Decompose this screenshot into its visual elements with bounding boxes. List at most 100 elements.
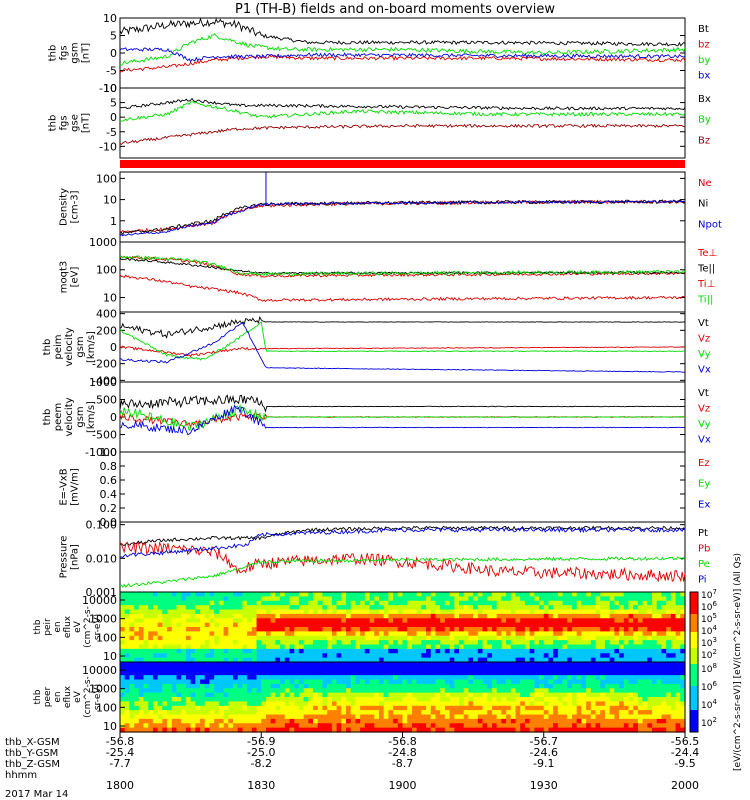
spectrogram-cell	[576, 600, 583, 606]
spectrogram-cell	[619, 648, 625, 654]
spectrogram-cell	[482, 675, 488, 681]
spectrogram-cell	[294, 666, 300, 672]
spectrogram-cell	[468, 705, 474, 711]
spectrogram-cell	[209, 600, 215, 606]
spectrogram-cell	[449, 609, 455, 615]
spectrogram-cell	[209, 705, 215, 711]
spectrogram-cell	[397, 600, 404, 606]
colorbar-cell	[690, 594, 698, 597]
y-tick-label: 0.100	[86, 519, 118, 532]
spectrogram-cell	[360, 666, 366, 672]
colorbar-cell	[690, 722, 698, 725]
colorbar-cell	[690, 720, 698, 723]
spectrogram-cell	[477, 688, 484, 694]
spectrogram-cell	[378, 596, 385, 602]
colorbar-cell	[690, 624, 698, 627]
spectrogram-cell	[322, 653, 328, 659]
spectrogram-cell	[157, 648, 163, 654]
spectrogram-cell	[341, 697, 347, 702]
spectrogram-cell	[628, 640, 634, 646]
spectrogram-cell	[378, 648, 385, 654]
spectrogram-cell	[567, 644, 573, 650]
spectrogram-cell	[520, 697, 526, 702]
spectrogram-cell	[336, 683, 342, 689]
spectrogram-cell	[534, 705, 540, 711]
spectrogram-cell	[280, 657, 286, 663]
spectrogram-cell	[539, 613, 545, 619]
spectrogram-cell	[656, 692, 663, 698]
spectrogram-cell	[614, 596, 620, 602]
spectrogram-cell	[661, 666, 667, 672]
spectrogram-cell	[562, 596, 568, 602]
spectrogram-cell	[619, 714, 625, 720]
spectrogram-cell	[204, 600, 211, 606]
spectrogram-cell	[426, 592, 432, 597]
spectrogram-cell	[369, 714, 375, 720]
spectrogram-cell	[548, 675, 554, 681]
spectrogram-cell	[656, 648, 663, 654]
spectrogram-cell	[378, 605, 385, 611]
spectrogram-cell	[459, 653, 465, 659]
spectrogram-cell	[463, 666, 470, 672]
spectrogram-cell	[440, 653, 446, 659]
spectrogram-cell	[383, 692, 389, 698]
spectrogram-cell	[675, 688, 681, 694]
spectrogram-cell	[510, 679, 517, 685]
spectrogram-cell	[228, 618, 234, 624]
spectrogram-cell	[218, 600, 225, 606]
spectrogram-cell	[171, 609, 178, 615]
spectrogram-cell	[572, 605, 578, 611]
spectrogram-cell	[444, 701, 451, 707]
spectrogram-cell	[350, 714, 357, 720]
spectrogram-cell	[303, 679, 309, 685]
spectrogram-cell	[524, 670, 531, 676]
y-tick-label: 100	[96, 264, 117, 277]
spectrogram-cell	[228, 705, 234, 711]
colorbar-cell	[690, 630, 698, 633]
spectrogram-cell	[331, 613, 338, 619]
spectrogram-cell	[407, 648, 413, 654]
spectrogram-cell	[506, 592, 512, 597]
spectrogram-cell	[670, 635, 677, 641]
spectrogram-cell	[280, 648, 286, 654]
spectrogram-cell	[520, 718, 526, 724]
spectrogram-cell	[388, 605, 394, 611]
spectrogram-cell	[185, 666, 192, 672]
spectrogram-cell	[496, 714, 502, 720]
spectrogram-cell	[426, 613, 432, 619]
spectrogram-cell	[477, 657, 484, 663]
spectrogram-cell	[520, 679, 526, 685]
spectrogram-cell	[459, 622, 465, 628]
spectrogram-cell	[595, 723, 601, 729]
spectrogram-cell	[138, 627, 145, 632]
spectrogram-cell	[251, 710, 258, 716]
spectrogram-cell	[364, 613, 371, 619]
spectrogram-cell	[233, 596, 239, 602]
spectrogram-cell	[143, 701, 149, 707]
spectrogram-cell	[487, 609, 493, 615]
spectrogram-cell	[515, 627, 521, 632]
spectrogram-cell	[350, 662, 357, 667]
spectrogram-cell	[652, 683, 658, 689]
spectrogram-cell	[449, 701, 455, 707]
spectrogram-cell	[515, 613, 521, 619]
spectrogram-cell	[463, 618, 470, 624]
colorbar-cell	[690, 726, 698, 729]
spectrogram-cell	[265, 648, 272, 654]
spectrogram-cell	[289, 618, 295, 624]
spectrogram-cell	[576, 644, 583, 650]
legend-vz: Vz	[698, 334, 710, 345]
spectrogram-cell	[378, 635, 385, 641]
spectrogram-cell	[378, 675, 385, 681]
spectrogram-cell	[322, 718, 328, 724]
spectrogram-cell	[289, 631, 295, 637]
spectrogram-cell	[553, 692, 559, 698]
spectrogram-cell	[313, 631, 319, 637]
spectrogram-cell	[572, 627, 578, 632]
spectrogram-cell	[237, 618, 244, 624]
spectrogram-cell	[336, 640, 342, 646]
spectrogram-cell	[524, 635, 531, 641]
spectrogram-cell	[167, 644, 173, 650]
spectrogram-cell	[256, 697, 262, 702]
